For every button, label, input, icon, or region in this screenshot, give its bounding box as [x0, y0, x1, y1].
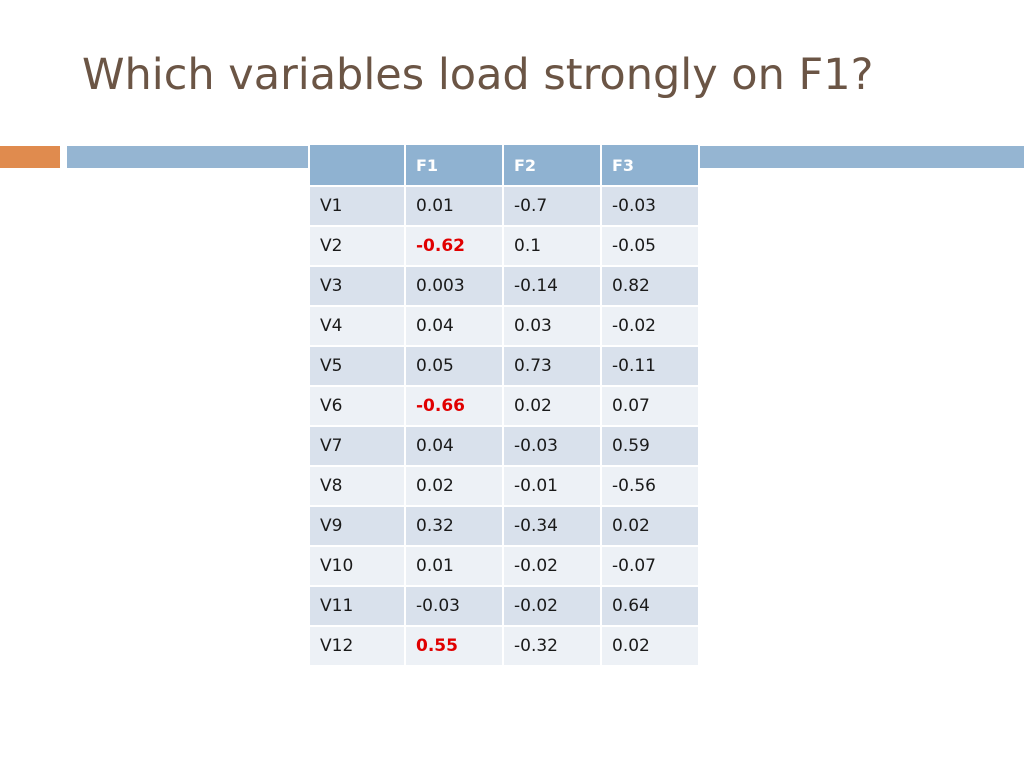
cell-f2: 0.73	[502, 345, 602, 387]
cell-f1: 0.02	[404, 465, 504, 507]
cell-variable: V3	[308, 265, 406, 307]
cell-f2: -0.01	[502, 465, 602, 507]
table-row: V3 0.003 -0.14 0.82	[308, 265, 700, 307]
cell-variable: V8	[308, 465, 406, 507]
cell-f3: 0.02	[600, 625, 700, 667]
cell-f3: -0.05	[600, 225, 700, 267]
cell-f2: -0.32	[502, 625, 602, 667]
cell-f2: -0.7	[502, 185, 602, 227]
cell-f2: -0.02	[502, 585, 602, 627]
cell-f3: 0.07	[600, 385, 700, 427]
cell-f2: 0.03	[502, 305, 602, 347]
cell-f1: 0.003	[404, 265, 504, 307]
loadings-table-container: F1 F2 F3 V1 0.01 -0.7 -0.03 V2 -0.62 0.1 -0.05 V…	[308, 143, 700, 667]
table-row: V9 0.32 -0.34 0.02	[308, 505, 700, 547]
cell-f1: 0.05	[404, 345, 504, 387]
cell-variable: V2	[308, 225, 406, 267]
table-row: V7 0.04 -0.03 0.59	[308, 425, 700, 467]
table-row: V12 0.55 -0.32 0.02	[308, 625, 700, 667]
cell-f3: -0.02	[600, 305, 700, 347]
header-cell-f1: F1	[404, 143, 504, 187]
cell-variable: V9	[308, 505, 406, 547]
header-row: F1 F2 F3	[308, 143, 700, 187]
table-row: V11 -0.03 -0.02 0.64	[308, 585, 700, 627]
cell-f2: -0.02	[502, 545, 602, 587]
header-cell-variable	[308, 143, 406, 187]
table-row: V6 -0.66 0.02 0.07	[308, 385, 700, 427]
cell-variable: V6	[308, 385, 406, 427]
cell-f1: -0.66	[404, 385, 504, 427]
cell-variable: V12	[308, 625, 406, 667]
cell-f3: 0.82	[600, 265, 700, 307]
table-row: V5 0.05 0.73 -0.11	[308, 345, 700, 387]
cell-variable: V5	[308, 345, 406, 387]
cell-f2: -0.34	[502, 505, 602, 547]
cell-f3: -0.03	[600, 185, 700, 227]
cell-variable: V11	[308, 585, 406, 627]
cell-f3: 0.64	[600, 585, 700, 627]
cell-f3: -0.11	[600, 345, 700, 387]
cell-f1: 0.01	[404, 545, 504, 587]
cell-f1: -0.62	[404, 225, 504, 267]
cell-f2: -0.03	[502, 425, 602, 467]
table-row: V10 0.01 -0.02 -0.07	[308, 545, 700, 587]
cell-f1: 0.01	[404, 185, 504, 227]
cell-f2: 0.1	[502, 225, 602, 267]
cell-variable: V7	[308, 425, 406, 467]
table-body: V1 0.01 -0.7 -0.03 V2 -0.62 0.1 -0.05 V3 0.003 -0.…	[308, 185, 700, 667]
cell-variable: V1	[308, 185, 406, 227]
accent-bar-orange	[0, 146, 60, 168]
cell-f1: 0.04	[404, 425, 504, 467]
cell-f1: 0.04	[404, 305, 504, 347]
table-row: V1 0.01 -0.7 -0.03	[308, 185, 700, 227]
cell-f1: -0.03	[404, 585, 504, 627]
cell-variable: V10	[308, 545, 406, 587]
table-header: F1 F2 F3	[308, 143, 700, 187]
cell-f2: 0.02	[502, 385, 602, 427]
cell-variable: V4	[308, 305, 406, 347]
header-cell-f2: F2	[502, 143, 602, 187]
table-row: V2 -0.62 0.1 -0.05	[308, 225, 700, 267]
cell-f3: -0.56	[600, 465, 700, 507]
table-row: V4 0.04 0.03 -0.02	[308, 305, 700, 347]
cell-f2: -0.14	[502, 265, 602, 307]
cell-f1: 0.32	[404, 505, 504, 547]
cell-f1: 0.55	[404, 625, 504, 667]
cell-f3: 0.02	[600, 505, 700, 547]
slide-title: Which variables load strongly on F1?	[82, 50, 874, 100]
header-cell-f3: F3	[600, 143, 700, 187]
cell-f3: 0.59	[600, 425, 700, 467]
cell-f3: -0.07	[600, 545, 700, 587]
loadings-table: F1 F2 F3 V1 0.01 -0.7 -0.03 V2 -0.62 0.1 -0.05 V…	[308, 143, 700, 667]
table-row: V8 0.02 -0.01 -0.56	[308, 465, 700, 507]
